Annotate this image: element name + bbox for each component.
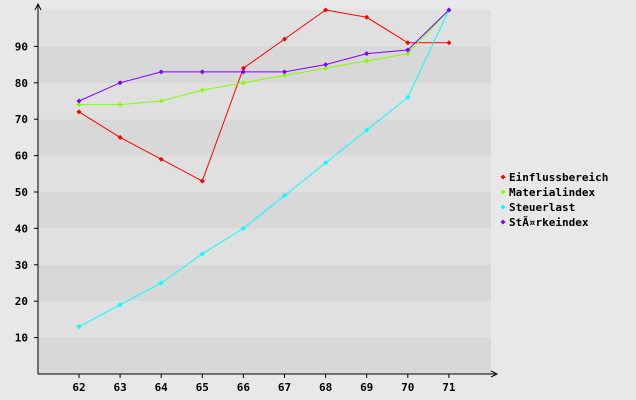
x-tick-label: 70 <box>401 381 414 394</box>
legend-label: Materialindex <box>509 186 595 199</box>
x-tick-label: 64 <box>155 381 169 394</box>
grid-band <box>38 264 491 302</box>
grid-band <box>38 228 491 265</box>
data-point <box>76 109 82 115</box>
data-point <box>76 102 82 108</box>
legend-item: Materialindex <box>500 186 595 199</box>
data-point <box>240 65 246 71</box>
y-axis-arrow <box>34 2 42 11</box>
data-point <box>282 69 287 75</box>
legend-item: Einflussbereich <box>500 171 608 184</box>
y-tick-label: 20 <box>15 295 28 308</box>
data-point <box>323 65 329 71</box>
grid-band <box>38 155 491 192</box>
y-tick-label: 70 <box>15 113 28 126</box>
x-axis-ticks: 62 63 64 65 66 67 68 69 70 71 <box>72 374 456 394</box>
legend-label: StÃ¤rkeindex <box>509 216 589 229</box>
data-point <box>405 40 411 46</box>
series-line <box>78 9 450 102</box>
data-point <box>282 73 287 79</box>
data-point <box>199 69 205 75</box>
data-point <box>76 324 82 330</box>
data-point <box>240 69 246 75</box>
data-point <box>282 36 287 42</box>
legend: Einflussbereich Materialindex Steuerlast St… <box>500 171 608 229</box>
data-point <box>199 251 205 257</box>
legend-item: Steuerlast <box>500 201 575 214</box>
y-tick-label: 90 <box>15 40 28 53</box>
series-0 <box>76 7 452 184</box>
x-tick-label: 63 <box>113 381 126 394</box>
data-point <box>405 94 411 100</box>
data-point <box>158 280 164 286</box>
data-point <box>364 51 370 57</box>
legend-label: Einflussbereich <box>509 171 608 184</box>
x-tick-label: 66 <box>237 381 251 394</box>
data-point <box>117 302 123 308</box>
grid-band <box>38 119 491 156</box>
grid-band <box>38 301 491 338</box>
data-point <box>323 62 329 68</box>
y-tick-label: 80 <box>15 77 28 90</box>
x-tick-label: 68 <box>319 381 332 394</box>
x-tick-label: 67 <box>278 381 291 394</box>
y-tick-label: 60 <box>15 150 28 163</box>
y-tick-label: 50 <box>15 186 28 199</box>
data-point <box>364 127 370 133</box>
data-point <box>446 40 452 46</box>
series-line <box>79 9 450 106</box>
data-point <box>158 69 164 75</box>
data-point <box>199 178 205 184</box>
legend-marker <box>500 174 506 180</box>
series-line <box>78 9 450 328</box>
data-point <box>199 87 205 93</box>
x-tick-label: 62 <box>72 381 85 394</box>
data-point <box>117 102 123 108</box>
data-point <box>405 51 411 57</box>
series-lines <box>76 7 452 330</box>
data-point <box>76 98 82 104</box>
grid-bands <box>38 10 491 374</box>
grid-band <box>38 192 491 229</box>
legend-label: Steuerlast <box>509 201 575 214</box>
x-tick-label: 65 <box>196 381 209 394</box>
data-point <box>117 80 123 86</box>
y-axis-ticks: 10 20 30 40 50 60 70 80 90 <box>15 40 38 345</box>
axes <box>34 2 499 378</box>
grid-band <box>38 46 491 83</box>
legend-marker <box>500 204 506 210</box>
x-tick-label: 71 <box>442 381 456 394</box>
grid-band <box>38 82 491 120</box>
data-point <box>240 80 246 86</box>
legend-marker <box>500 189 506 195</box>
series-line <box>78 9 449 182</box>
grid-band <box>38 10 491 47</box>
data-point <box>446 7 452 13</box>
data-point <box>364 14 370 20</box>
series-3 <box>76 7 452 104</box>
legend-marker <box>500 219 506 225</box>
data-point <box>158 98 164 104</box>
legend-item: StÃ¤rkeindex <box>500 216 589 229</box>
grid-band <box>38 337 491 374</box>
y-tick-label: 30 <box>15 259 28 272</box>
data-point <box>240 225 246 231</box>
data-point <box>117 134 123 140</box>
data-point <box>282 193 287 199</box>
data-point <box>158 156 164 162</box>
x-tick-label: 69 <box>360 381 373 394</box>
data-point <box>364 58 370 64</box>
y-tick-label: 40 <box>15 222 28 235</box>
data-point <box>323 7 329 13</box>
data-point <box>405 47 411 53</box>
x-axis-arrow <box>490 370 499 378</box>
data-point <box>323 160 329 166</box>
y-tick-label: 10 <box>15 332 28 345</box>
